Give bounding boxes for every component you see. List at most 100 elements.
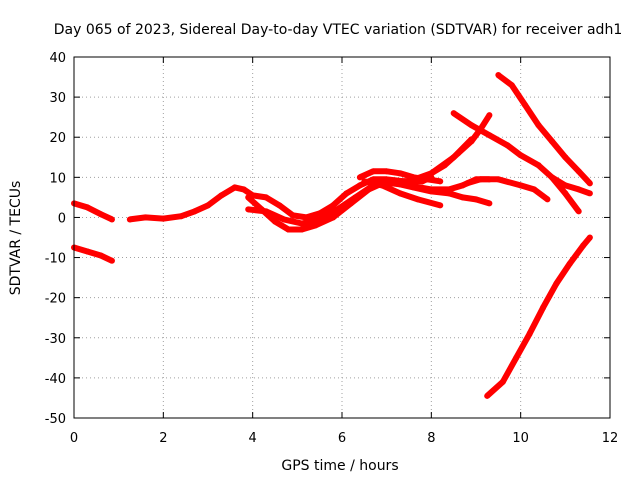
data-point [428,188,435,195]
x-tick-label: 6 [338,431,346,446]
data-point [178,213,185,220]
data-point [575,186,582,193]
data-point [414,196,421,203]
data-point [272,218,278,225]
data-point [361,178,368,185]
data-point [397,190,404,197]
data-point [486,112,493,119]
data-point [464,180,471,187]
data-point [84,248,91,255]
data-point [495,176,502,183]
data-point [205,202,211,209]
data-point [473,196,479,203]
data-point [97,252,104,259]
data-point [245,194,252,201]
x-tick-label: 12 [602,431,619,446]
y-tick-label: -50 [45,412,66,427]
data-point [450,110,457,117]
data-point [535,162,542,169]
data-point [455,150,462,157]
data-point [508,82,515,89]
data-point [84,204,91,211]
tick-layer: -50 -40 -30 -20 -10 0 10 20 30 40 0 2 4 6 8 10 12 [45,51,619,446]
data-point [231,184,238,191]
data-point [240,186,247,193]
data-point [586,180,593,187]
data-point [441,162,448,169]
data-point [343,190,350,197]
data-point [486,200,493,207]
series-line-sat-m [496,72,593,186]
x-tick-label: 0 [70,431,78,446]
data-point [316,216,323,223]
y-tick-label: 40 [49,51,66,66]
data-point [531,186,538,193]
data-point [352,194,359,201]
data-point [504,142,511,149]
data-point [303,214,310,221]
data-point [446,190,453,197]
data-point [370,168,377,175]
data-point [142,214,149,221]
x-tick-label: 2 [159,431,167,446]
data-point [517,152,524,159]
data-point [312,222,319,229]
x-tick-label: 4 [249,431,257,446]
data-point [276,202,283,209]
data-point [468,122,475,129]
series-line-sat-n [485,235,593,399]
data-point [392,180,399,187]
x-tick-label: 8 [427,431,435,446]
data-point [437,178,444,185]
x-tick-label: 10 [512,431,529,446]
data-point [191,208,198,215]
data-point [218,192,225,199]
y-axis-label: SDTVAR / TECUs [8,181,24,296]
data-point [285,226,292,233]
data-point [334,206,341,213]
data-point [383,168,390,175]
data-point [553,280,560,287]
data-point [459,182,466,189]
data-point [586,190,593,197]
data-point [477,176,484,183]
series-line-sat-l [550,174,591,197]
data-point [388,180,395,187]
data-point [548,174,555,181]
data-point [484,392,491,399]
data-point [356,182,363,189]
data-point [245,206,252,213]
y-tick-label: -30 [45,332,66,347]
data-point [97,211,104,218]
data-point [562,182,569,189]
data-point [486,132,493,139]
data-point [495,72,502,79]
series-layer [71,72,593,399]
data-point [298,220,305,227]
data-point [397,170,404,177]
data-point [566,260,573,267]
data-point [540,304,546,311]
data-point [289,212,296,219]
data-point [526,330,533,337]
series-line-sat-b [73,244,114,264]
chart-title: Day 065 of 2023, Sidereal Day-to-day VTE… [54,22,622,38]
y-tick-label: -40 [45,372,66,387]
data-point [410,174,417,181]
y-tick-label: -10 [45,252,66,267]
data-point [160,215,167,222]
data-point [544,196,551,203]
data-point [562,154,569,161]
data-point [513,354,520,361]
data-point [499,378,506,385]
data-point [459,194,466,201]
data-point [535,122,542,129]
data-point [548,138,555,145]
data-point [356,174,363,181]
y-tick-label: -20 [45,292,66,307]
data-point [316,210,323,217]
data-point [437,202,444,209]
x-axis-label: GPS time / hours [281,458,398,474]
y-tick-label: 10 [49,171,66,186]
